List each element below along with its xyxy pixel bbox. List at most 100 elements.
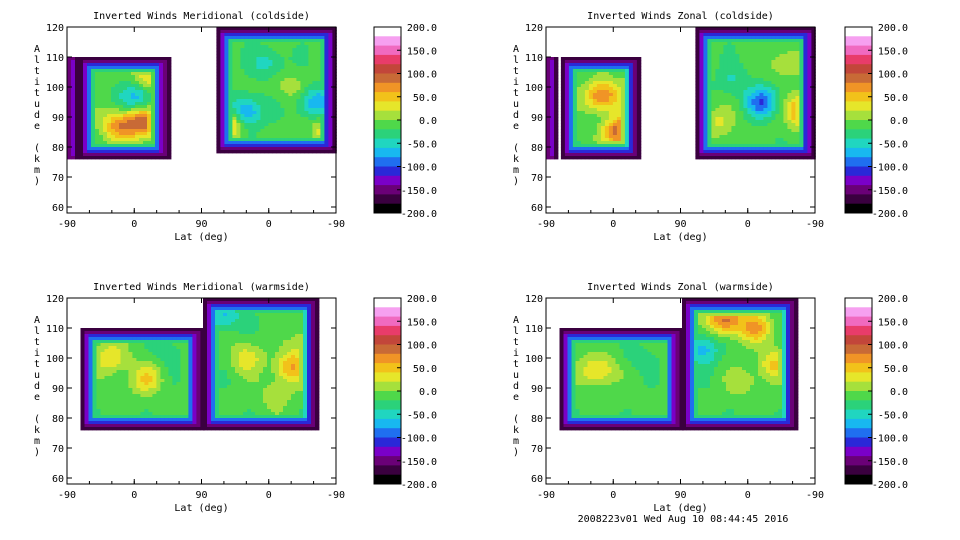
- heatmap-cell: [751, 27, 756, 31]
- heatmap-cell: [172, 376, 177, 380]
- heatmap-cell: [791, 36, 796, 40]
- heatmap-cell: [564, 108, 570, 112]
- heatmap-cell: [163, 69, 168, 73]
- heatmap-cell: [727, 60, 732, 64]
- heatmap-cell: [739, 57, 744, 61]
- heatmap-cell: [747, 123, 752, 127]
- heatmap-cell: [719, 123, 724, 127]
- heatmap-cell: [67, 60, 72, 64]
- heatmap-cell: [576, 75, 582, 79]
- colorbar-swatch: [374, 166, 401, 177]
- heatmap-cell: [554, 90, 559, 94]
- heatmap-cell: [127, 75, 132, 79]
- heatmap-cell: [124, 352, 129, 356]
- heatmap-cell: [775, 102, 780, 106]
- heatmap-cell: [67, 141, 72, 145]
- heatmap-cell: [288, 69, 293, 73]
- heatmap-cell: [111, 66, 116, 70]
- heatmap-cell: [743, 144, 748, 148]
- heatmap-cell: [763, 87, 768, 91]
- heatmap-cell: [759, 63, 764, 67]
- heatmap-cell: [264, 75, 269, 79]
- heatmap-cell: [699, 156, 704, 160]
- heatmap-cell: [71, 75, 76, 79]
- heatmap-cell: [727, 87, 732, 91]
- heatmap-cell: [320, 75, 325, 79]
- heatmap-cell: [296, 141, 301, 145]
- heatmap-cell: [196, 343, 201, 347]
- heatmap-cell: [84, 382, 89, 386]
- heatmap-cell: [332, 87, 337, 91]
- heatmap-cell: [71, 84, 76, 88]
- heatmap-cell: [624, 135, 630, 139]
- heatmap-cell: [803, 141, 808, 145]
- heatmap-cell: [260, 132, 265, 136]
- heatmap-cell: [160, 334, 165, 338]
- heatmap-cell: [695, 144, 700, 148]
- heatmap-cell: [272, 51, 277, 55]
- heatmap-cell: [151, 69, 156, 73]
- heatmap-cell: [624, 78, 630, 82]
- heatmap-cell: [616, 81, 622, 85]
- heatmap-cell: [292, 90, 297, 94]
- heatmap-cell: [707, 123, 712, 127]
- heatmap-cell: [216, 105, 221, 109]
- heatmap-cell: [755, 84, 760, 88]
- heatmap-cell: [799, 78, 804, 82]
- heatmap-cell: [580, 135, 586, 139]
- heatmap-cell: [328, 69, 333, 73]
- heatmap-cell: [151, 105, 156, 109]
- heatmap-cell: [155, 57, 160, 61]
- heatmap-cell: [264, 147, 269, 151]
- heatmap-cell: [264, 36, 269, 40]
- heatmap-cell: [256, 138, 261, 142]
- heatmap-cell: [735, 39, 740, 43]
- heatmap-cell: [707, 54, 712, 58]
- heatmap-cell: [71, 138, 76, 142]
- heatmap-cell: [75, 63, 80, 67]
- heatmap-cell: [151, 87, 156, 91]
- heatmap-cell: [172, 340, 177, 344]
- heatmap-cell: [316, 150, 321, 154]
- heatmap-cell: [560, 63, 566, 67]
- heatmap-cell: [83, 87, 88, 91]
- heatmap-cell: [628, 150, 634, 154]
- heatmap-cell: [123, 147, 128, 151]
- heatmap-cell: [759, 78, 764, 82]
- heatmap-cell: [167, 144, 172, 148]
- heatmap-cell: [236, 60, 241, 64]
- heatmap-cell: [554, 150, 559, 154]
- heatmap-cell: [312, 117, 317, 121]
- heatmap-cell: [312, 141, 317, 145]
- heatmap-cell: [131, 78, 136, 82]
- heatmap-cell: [711, 120, 716, 124]
- heatmap-cell: [75, 150, 80, 154]
- heatmap-cell: [284, 63, 289, 67]
- heatmap-cell: [715, 117, 720, 121]
- heatmap-cell: [296, 78, 301, 82]
- heatmap-cell: [592, 102, 598, 106]
- heatmap-cell: [176, 334, 181, 338]
- heatmap-cell: [695, 48, 700, 52]
- heatmap-cell: [783, 66, 788, 70]
- heatmap-cell: [123, 60, 128, 64]
- heatmap-cell: [324, 63, 329, 67]
- heatmap-cell: [147, 126, 152, 130]
- heatmap-cell: [296, 63, 301, 67]
- heatmap-cell: [795, 144, 800, 148]
- heatmap-cell: [771, 153, 776, 157]
- heatmap-cell: [280, 144, 285, 148]
- heatmap-cell: [715, 81, 720, 85]
- colorbar-tick-label: -100.0: [401, 163, 437, 174]
- heatmap-cell: [111, 156, 116, 160]
- heatmap-cell: [767, 96, 772, 100]
- heatmap-cell: [759, 93, 764, 97]
- heatmap-cell: [163, 99, 168, 103]
- heatmap-cell: [67, 75, 72, 79]
- heatmap-cell: [292, 42, 297, 46]
- heatmap-cell: [328, 150, 333, 154]
- heatmap-cell: [546, 111, 551, 115]
- heatmap-cell: [132, 367, 137, 371]
- heatmap-cell: [628, 123, 634, 127]
- heatmap-cell: [140, 346, 145, 350]
